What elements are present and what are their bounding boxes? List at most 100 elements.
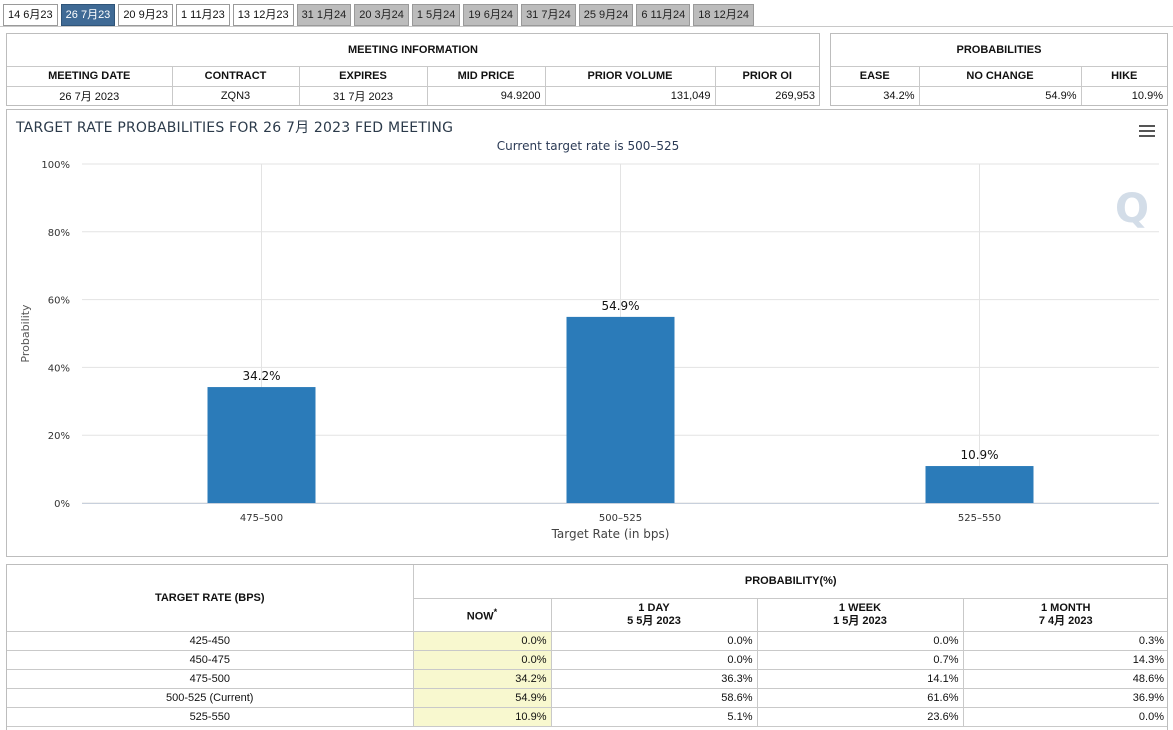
y-tick-label: 20% <box>48 431 70 442</box>
header-1-week-date: 1 5月 2023 <box>833 614 887 627</box>
bar-475–500 <box>207 387 316 503</box>
table-row: 450-475 0.0% 0.0% 0.7% 14.3% <box>7 649 1167 670</box>
table-row: 425-450 0.0% 0.0% 0.0% 0.3% <box>7 630 1167 651</box>
cell-1-week: 61.6% <box>756 687 964 708</box>
tab-meeting-12[interactable]: 18 12月24 <box>693 4 754 26</box>
header-contract: CONTRACT <box>171 65 300 87</box>
header-1-month-date: 7 4月 2023 <box>1038 614 1093 627</box>
bar-500–525 <box>566 316 675 503</box>
table-row: 500-525 (Current) 54.9% 58.6% 61.6% 36.9… <box>7 687 1167 708</box>
cell-rate: 475-500 <box>7 668 414 689</box>
x-tick-label: 500–525 <box>599 513 642 524</box>
x-tick-label: 475–500 <box>240 513 283 524</box>
header-no-change: NO CHANGE <box>918 65 1082 87</box>
probability-table-panel: TARGET RATE (BPS) PROBABILITY(%) NOW* 1 … <box>6 564 1168 730</box>
cell-1-month: 36.9% <box>962 687 1167 708</box>
x-tick-label: 525–550 <box>958 513 1001 524</box>
header-prior-volume: PRIOR VOLUME <box>544 65 716 87</box>
cell-1-month: 0.0% <box>962 706 1167 727</box>
value-expires: 31 7月 2023 <box>298 85 428 105</box>
chart-panel: TARGET RATE PROBABILITIES FOR 26 7月 2023… <box>6 109 1168 557</box>
cell-1-month: 14.3% <box>962 649 1167 670</box>
data-label: 34.2% <box>242 369 280 383</box>
cell-1-day: 58.6% <box>550 687 758 708</box>
header-meeting-date: MEETING DATE <box>7 65 173 87</box>
header-1-day-date: 5 5月 2023 <box>627 614 681 627</box>
cell-now: 0.0% <box>412 630 552 651</box>
cell-now: 54.9% <box>412 687 552 708</box>
header-1-week: 1 WEEK 1 5月 2023 <box>756 597 964 632</box>
y-tick-label: 40% <box>48 363 70 374</box>
header-expires: EXPIRES <box>298 65 428 87</box>
y-tick-label: 80% <box>48 228 70 239</box>
value-meeting-date: 26 7月 2023 <box>7 85 173 105</box>
header-1-month: 1 MONTH 7 4月 2023 <box>962 597 1167 632</box>
tab-meeting-5[interactable]: 31 1月24 <box>296 4 352 26</box>
value-no-change: 54.9% <box>918 85 1082 105</box>
value-mid-price: 94.9200 <box>426 85 546 105</box>
header-1-day-label: 1 DAY <box>638 601 670 614</box>
header-prior-oi: PRIOR OI <box>714 65 819 87</box>
cell-now: 10.9% <box>412 706 552 727</box>
data-label: 54.9% <box>601 299 639 313</box>
tab-meeting-11[interactable]: 6 11月24 <box>636 4 691 26</box>
header-hike: HIKE <box>1080 65 1167 87</box>
cell-1-day: 0.0% <box>550 649 758 670</box>
tab-meeting-1[interactable]: 26 7月23 <box>60 4 116 26</box>
probability-table: TARGET RATE (BPS) PROBABILITY(%) NOW* 1 … <box>7 565 1167 727</box>
probabilities-table: PROBABILITIES EASE NO CHANGE HIKE 34.2% … <box>831 34 1167 105</box>
cell-now: 34.2% <box>412 668 552 689</box>
chart-subtitle: Current target rate is 500–525 <box>496 139 680 153</box>
tabs-divider <box>0 26 1173 27</box>
tab-meeting-10[interactable]: 25 9月24 <box>578 4 634 26</box>
meeting-info-panel: MEETING INFORMATION MEETING DATE CONTRAC… <box>6 33 820 106</box>
tab-meeting-9[interactable]: 31 7月24 <box>521 4 576 26</box>
header-1-week-label: 1 WEEK <box>838 601 882 614</box>
header-target-rate: TARGET RATE (BPS) <box>7 565 414 632</box>
cell-1-day: 5.1% <box>550 706 758 727</box>
cell-1-week: 23.6% <box>756 706 964 727</box>
probabilities-panel: PROBABILITIES EASE NO CHANGE HIKE 34.2% … <box>830 33 1168 106</box>
cell-1-week: 14.1% <box>756 668 964 689</box>
tab-meeting-6[interactable]: 20 3月24 <box>354 4 409 26</box>
y-tick-label: 0% <box>54 499 70 510</box>
cell-1-month: 48.6% <box>962 668 1167 689</box>
header-now-sup: * <box>493 606 498 617</box>
probabilities-title: PROBABILITIES <box>831 34 1167 67</box>
tab-meeting-3[interactable]: 1 11月23 <box>175 4 230 26</box>
cell-rate: 425-450 <box>7 630 414 651</box>
value-hike: 10.9% <box>1080 85 1167 105</box>
cell-1-day: 0.0% <box>550 630 758 651</box>
y-tick-label: 100% <box>41 160 70 171</box>
header-mid-price: MID PRICE <box>426 65 546 87</box>
cell-rate: 500-525 (Current) <box>7 687 414 708</box>
meeting-info-table: MEETING INFORMATION MEETING DATE CONTRAC… <box>7 34 819 105</box>
value-prior-volume: 131,049 <box>544 85 716 105</box>
value-contract: ZQN3 <box>171 85 300 105</box>
cell-rate: 450-475 <box>7 649 414 670</box>
cell-1-day: 36.3% <box>550 668 758 689</box>
tab-meeting-2[interactable]: 20 9月23 <box>118 4 173 26</box>
data-label: 10.9% <box>960 448 998 462</box>
chart-menu-icon[interactable] <box>1139 125 1155 137</box>
tab-meeting-8[interactable]: 19 6月24 <box>463 4 519 26</box>
meeting-info-title: MEETING INFORMATION <box>7 34 819 67</box>
header-ease: EASE <box>831 65 920 87</box>
header-1-month-label: 1 MONTH <box>1041 601 1091 614</box>
meeting-date-tabs: 14 6月23 26 7月23 20 9月23 1 11月23 13 12月23… <box>3 4 754 26</box>
bar-525–550 <box>925 466 1034 503</box>
tab-meeting-4[interactable]: 13 12月23 <box>232 4 294 26</box>
header-probability: PROBABILITY(%) <box>412 565 1167 599</box>
y-axis-title: Probability <box>19 304 32 363</box>
tab-meeting-0[interactable]: 14 6月23 <box>3 4 58 26</box>
chart-svg: 0% 20% 40% 60% 80% 100% Q 34.2% 475–500 54.9% 500–… <box>19 160 1159 541</box>
cell-now: 0.0% <box>412 649 552 670</box>
cell-rate: 525-550 <box>7 706 414 727</box>
cell-1-week: 0.7% <box>756 649 964 670</box>
cell-1-week: 0.0% <box>756 630 964 651</box>
tab-meeting-7[interactable]: 1 5月24 <box>411 4 461 26</box>
value-ease: 34.2% <box>831 85 920 105</box>
chart-title: TARGET RATE PROBABILITIES FOR 26 7月 2023… <box>16 120 454 136</box>
x-axis-title: Target Rate (in bps) <box>551 527 670 541</box>
value-prior-oi: 269,953 <box>714 85 819 105</box>
